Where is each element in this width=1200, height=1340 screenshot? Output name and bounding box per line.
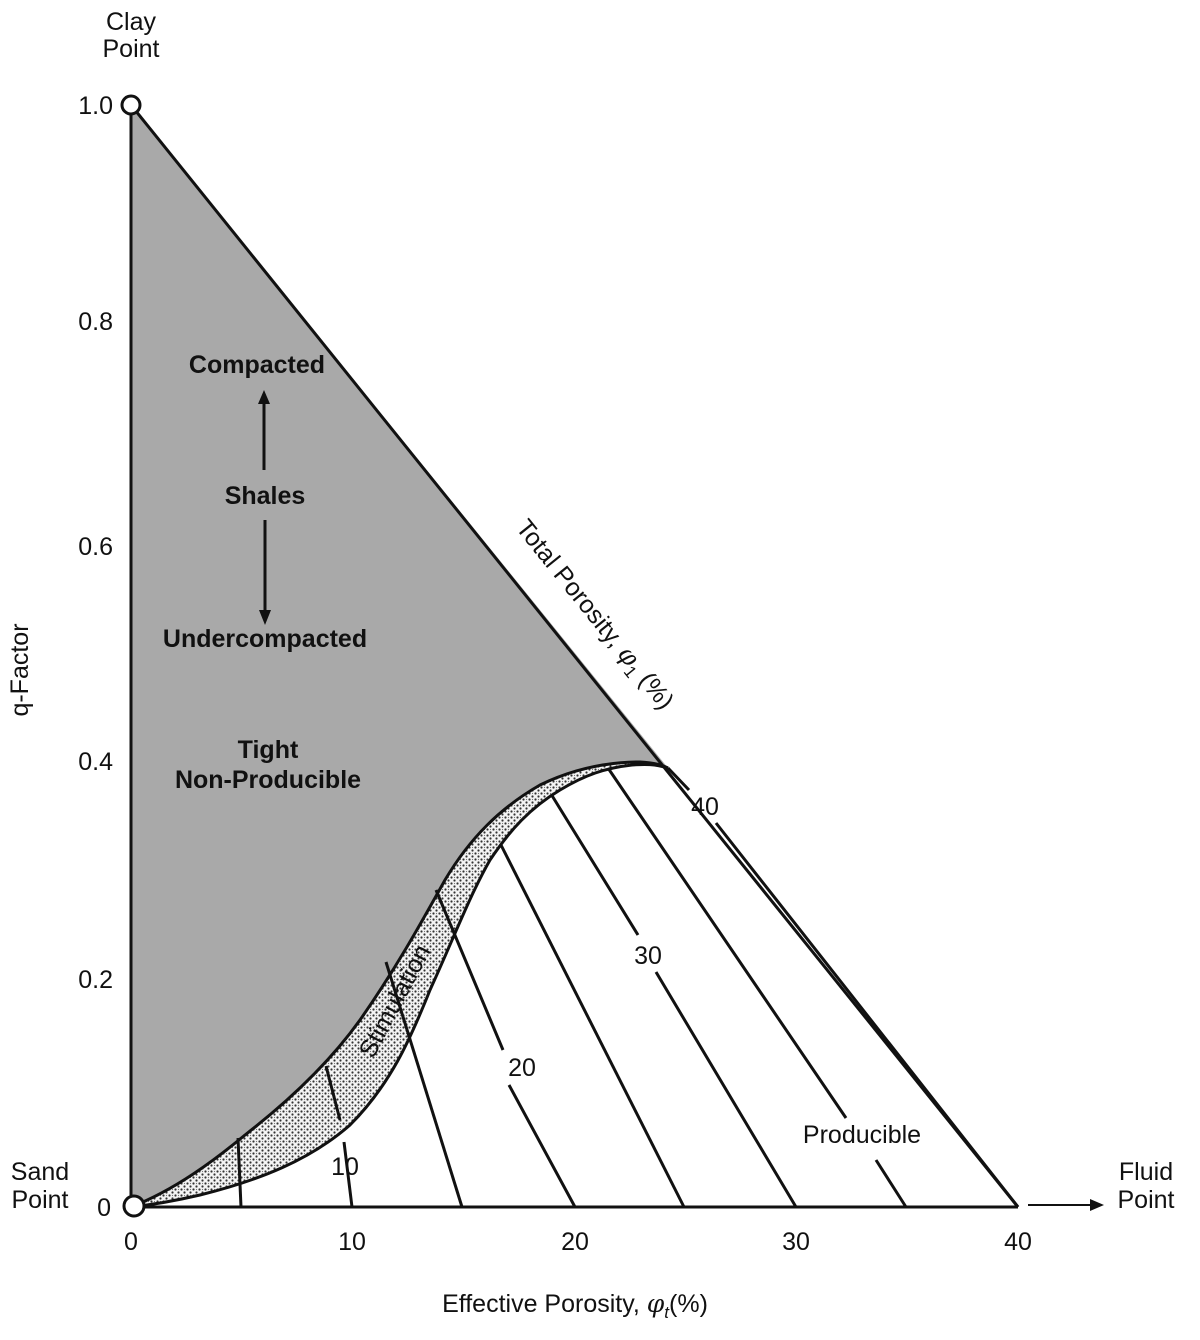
clay-point-marker <box>120 94 142 116</box>
clay-point-label-1: Clay <box>106 8 157 36</box>
y-tick-0-4: 0.4 <box>78 748 113 776</box>
y-axis-title: q-Factor <box>6 623 34 716</box>
y-tick-0: 0 <box>97 1194 111 1222</box>
x-tick-30: 30 <box>782 1228 810 1256</box>
x-axis-title: Effective Porosity, φt(%) <box>442 1289 708 1322</box>
clay-point-label-2: Point <box>103 35 160 63</box>
non-producible-label: Non-Producible <box>175 766 361 794</box>
lower-boundary-curve <box>130 762 669 1209</box>
arrow-down-icon <box>259 610 271 625</box>
y-tick-0-2: 0.2 <box>78 966 113 994</box>
iso-line-10 <box>324 1065 354 1208</box>
x-tick-40: 40 <box>1004 1228 1032 1256</box>
y-tick-0-8: 0.8 <box>78 308 113 336</box>
x-tick-20: 20 <box>561 1228 589 1256</box>
iso-line-40 <box>666 766 1020 1208</box>
iso-line-20 <box>434 889 577 1208</box>
iso-label-40: 40 <box>691 793 719 821</box>
iso-line-15 <box>384 961 464 1208</box>
iso-line-5 <box>236 1137 243 1208</box>
x-tick-10: 10 <box>338 1228 366 1256</box>
x-axis-title-suffix: (%) <box>669 1290 708 1318</box>
iso-label-30: 30 <box>634 942 662 970</box>
x-tick-0: 0 <box>124 1228 138 1256</box>
fluid-arrow-head-icon <box>1090 1199 1104 1211</box>
iso-porosity-lines <box>236 766 1020 1208</box>
compacted-label: Compacted <box>189 351 325 379</box>
upper-boundary-curve <box>130 760 669 1209</box>
fluid-point-label-2: Point <box>1118 1186 1175 1214</box>
shales-label: Shales <box>225 482 306 510</box>
stimulation-band <box>131 762 668 1207</box>
x-axis-title-phi: φ <box>647 1289 665 1318</box>
iso-line-35 <box>606 767 908 1208</box>
iso-label-20: 20 <box>508 1054 536 1082</box>
arrow-up-icon <box>258 390 270 404</box>
iso-line-25 <box>499 844 686 1208</box>
fluid-point-label-1: Fluid <box>1119 1158 1173 1186</box>
sand-point-marker <box>122 1194 146 1218</box>
sand-point-label-1: Sand <box>11 1158 69 1186</box>
producible-label: Producible <box>803 1121 921 1149</box>
iso-line-30 <box>549 793 798 1208</box>
shale-region <box>131 105 668 1207</box>
total-porosity-line <box>129 104 1020 1208</box>
tight-label: Tight <box>238 736 299 764</box>
y-tick-0-6: 0.6 <box>78 533 113 561</box>
undercompacted-label: Undercompacted <box>163 625 367 653</box>
x-axis-title-prefix: Effective Porosity, <box>442 1290 647 1318</box>
sand-point-label-2: Point <box>12 1186 69 1214</box>
x-axis-title-sub: t <box>664 1303 670 1322</box>
iso-label-10: 10 <box>331 1153 359 1181</box>
y-tick-1-0: 1.0 <box>78 92 113 120</box>
